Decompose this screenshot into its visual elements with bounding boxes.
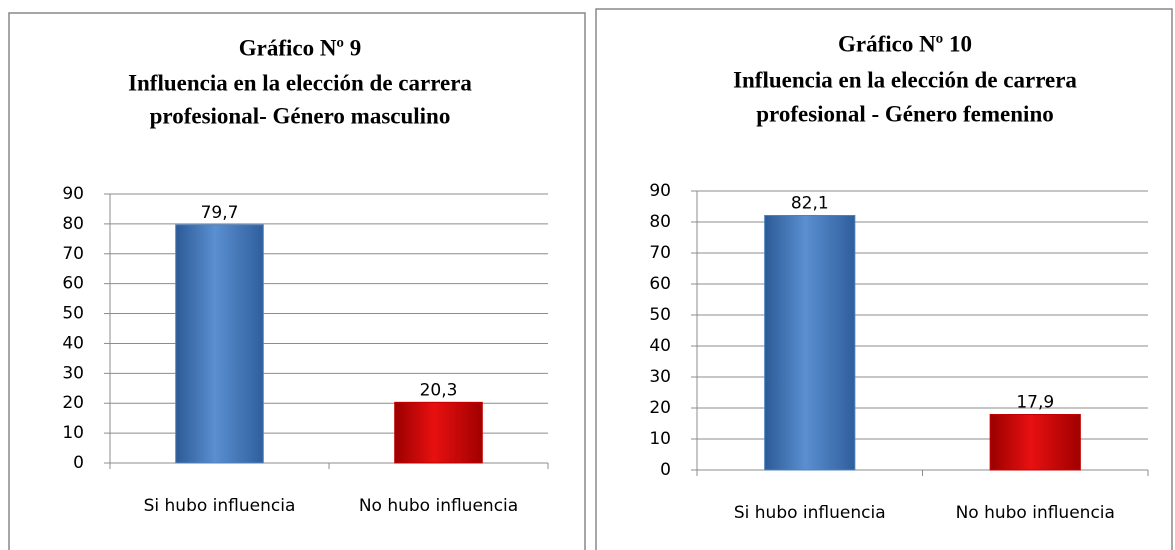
y-tick-label: 60 [649,274,671,294]
y-tick-label: 90 [649,181,671,201]
y-tick-label: 10 [62,423,84,443]
y-tick-label: 0 [73,453,84,473]
chart-title: Influencia en la elección de carrera [128,70,472,95]
x-tick-label: No hubo influencia [956,503,1115,523]
chart-title: Influencia en la elección de carrera [733,67,1077,92]
bar [989,414,1081,471]
y-tick-label: 20 [62,393,84,413]
y-tick-label: 0 [660,460,671,480]
y-tick-label: 90 [62,184,84,204]
value-label: 20,3 [420,380,458,400]
x-tick-label: No hubo influencia [359,496,518,516]
bar [764,214,856,471]
y-tick-label: 20 [649,398,671,418]
y-tick-label: 80 [649,212,671,232]
chart-frame [595,8,1173,550]
value-label: 17,9 [1016,393,1054,413]
chart-title: profesional- Género masculino [150,103,451,128]
y-tick-label: 40 [62,333,84,353]
x-tick-label: Si hubo influencia [144,496,296,516]
y-tick-label: 40 [649,336,671,356]
bar [394,401,483,464]
y-tick-label: 30 [62,363,84,383]
y-tick-label: 80 [62,214,84,234]
bar [175,224,264,464]
value-label: 82,1 [791,193,829,213]
chart-title: Gráfico Nº 9 [239,35,362,60]
y-tick-label: 50 [62,304,84,324]
chart-title: profesional - Género femenino [756,101,1053,126]
x-tick-label: Si hubo influencia [734,503,886,523]
y-tick-label: 70 [649,243,671,263]
y-tick-label: 30 [649,367,671,387]
chart-title: Gráfico Nº 10 [838,31,972,56]
y-tick-label: 50 [649,305,671,325]
value-label: 79,7 [201,203,239,223]
chart-frame [8,12,586,550]
y-tick-label: 70 [62,244,84,264]
y-tick-label: 60 [62,274,84,294]
y-tick-label: 10 [649,429,671,449]
